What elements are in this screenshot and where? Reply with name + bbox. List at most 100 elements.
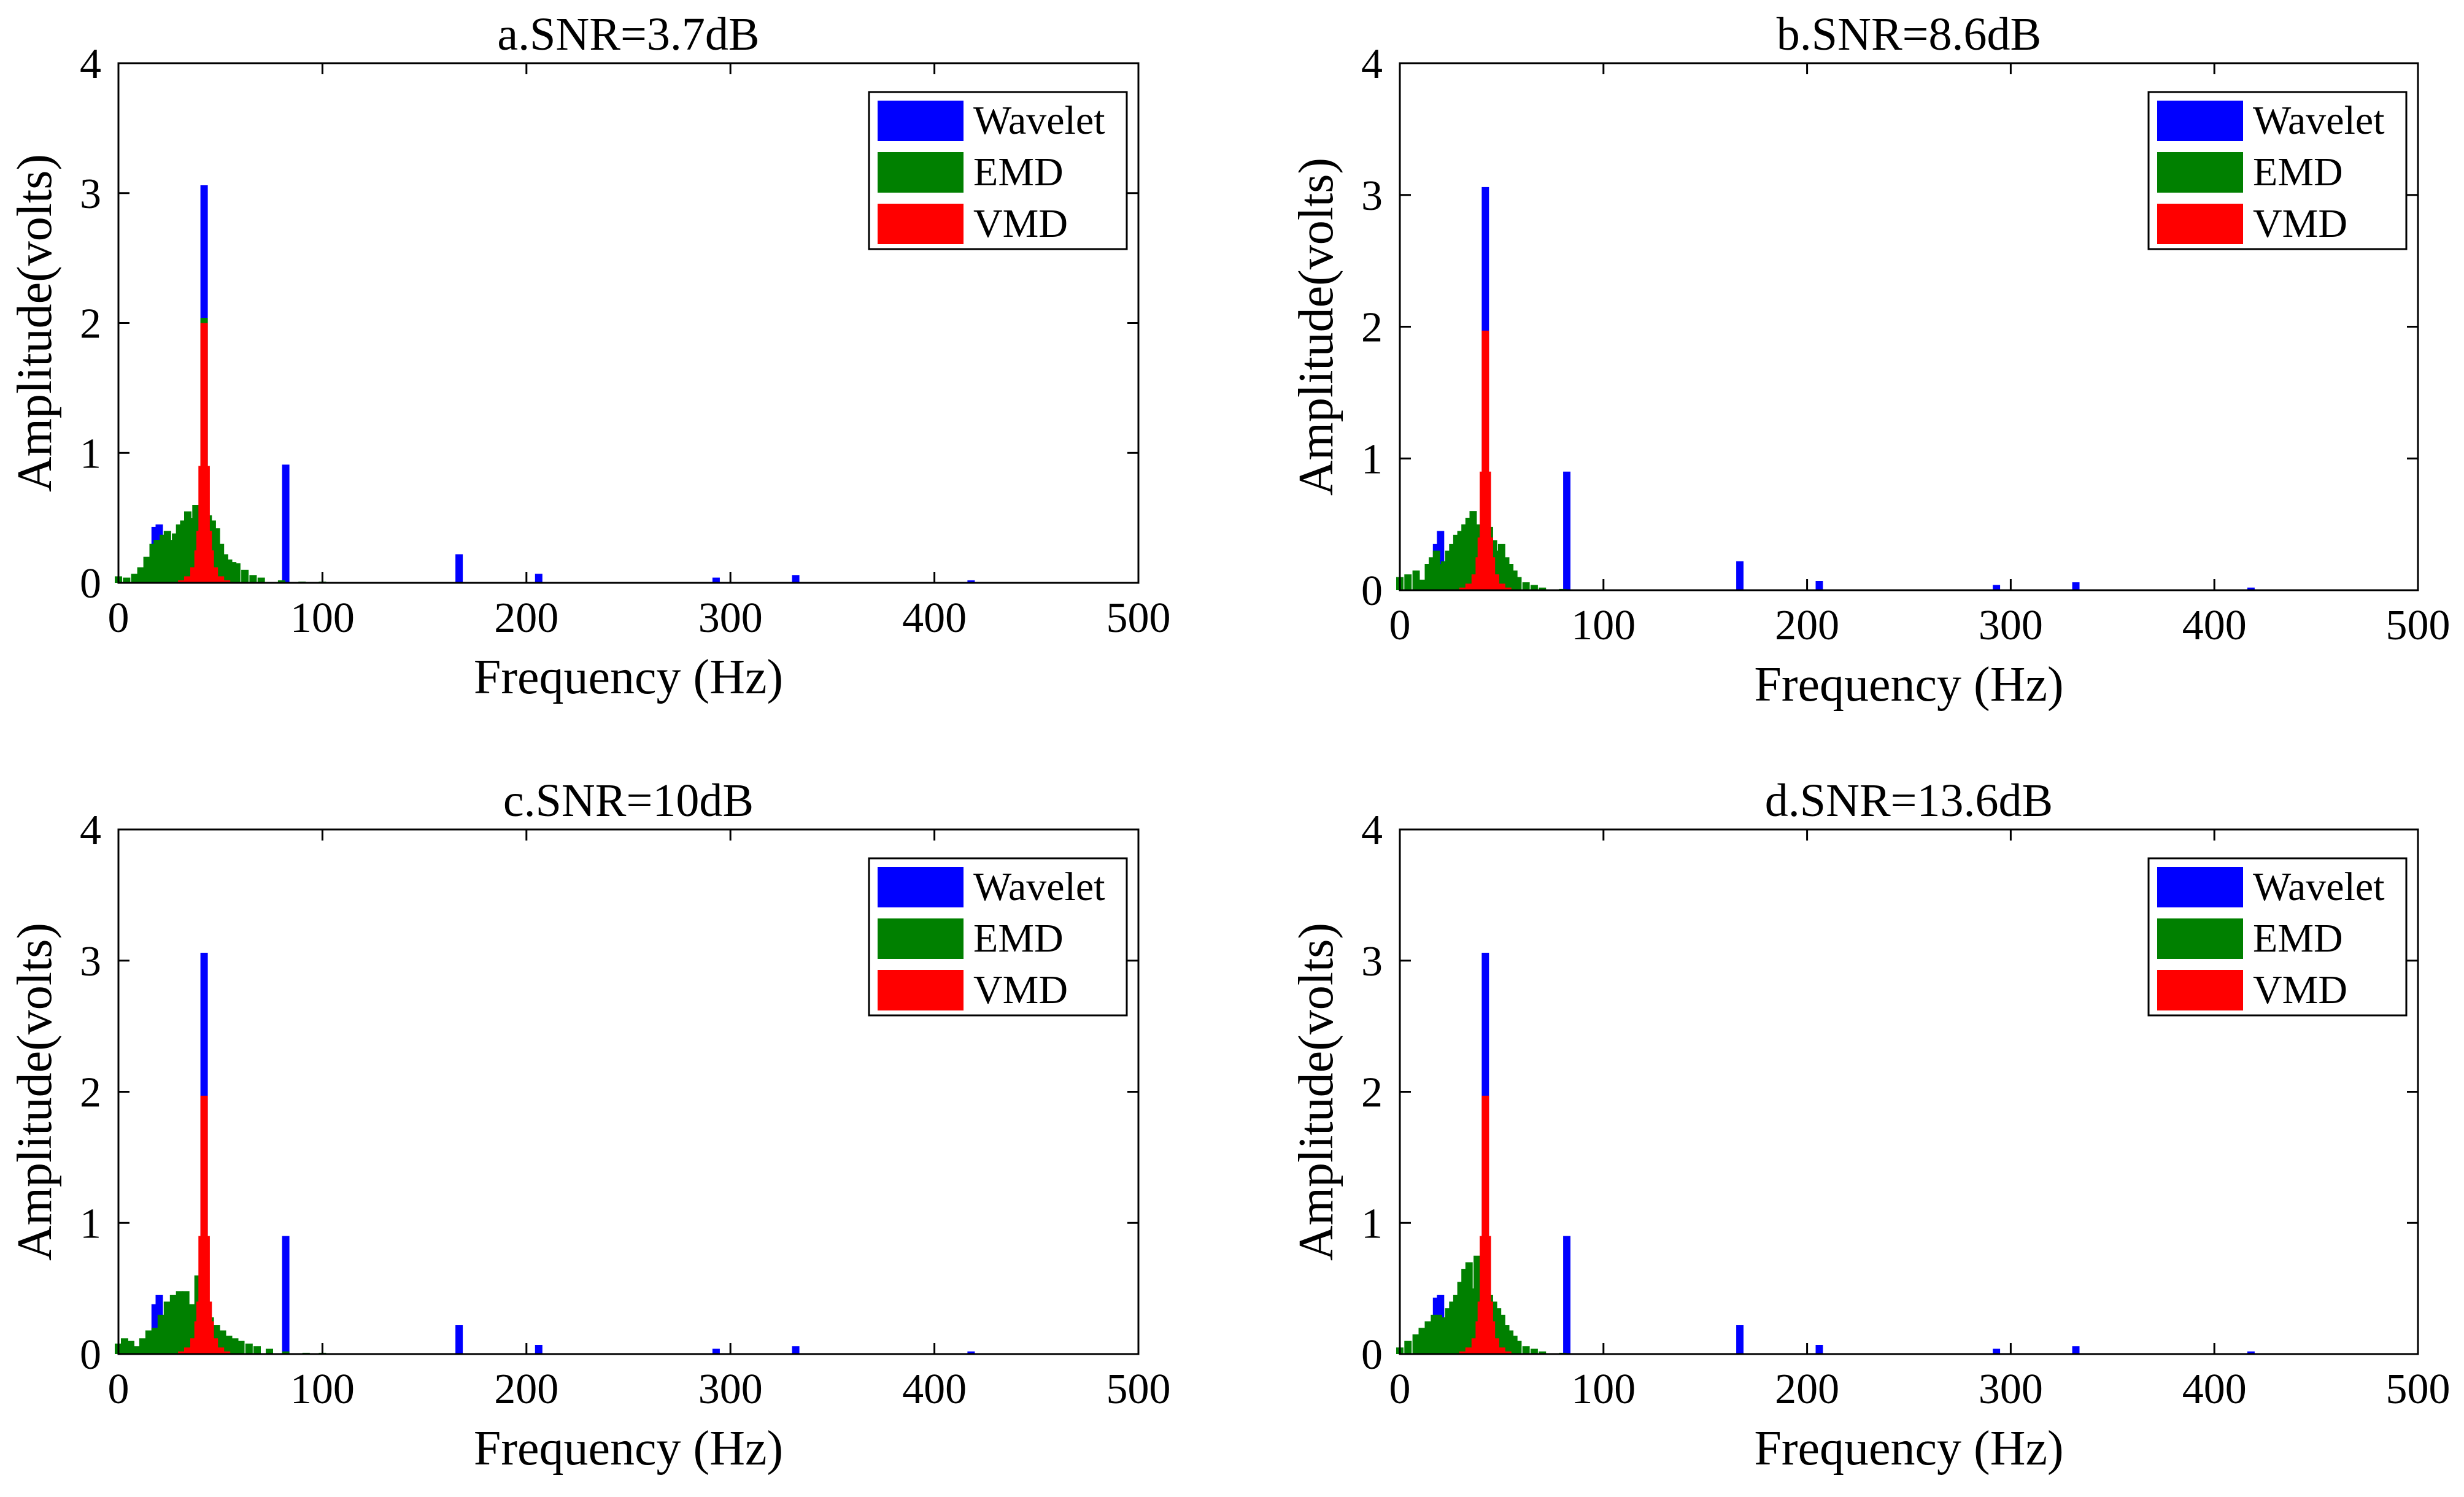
bar-emd	[245, 1343, 253, 1354]
bar-emd	[1445, 550, 1453, 590]
bar-wavelet	[1563, 1236, 1570, 1354]
x-tick-label: 0	[1389, 1366, 1411, 1413]
bar-emd	[237, 1341, 245, 1354]
bar-emd	[1469, 511, 1477, 590]
x-tick-label: 400	[902, 595, 967, 642]
bar-wavelet	[1815, 1345, 1823, 1354]
x-tick-label: 400	[902, 1366, 967, 1413]
bar-emd	[1457, 1282, 1465, 1354]
series-vmd	[1459, 1095, 1512, 1354]
bar-emd	[1449, 1301, 1457, 1354]
bar-wavelet	[1815, 581, 1823, 590]
bar-vmd	[1465, 1347, 1473, 1354]
bar-emd	[1424, 564, 1432, 590]
bar-emd	[127, 1341, 134, 1354]
bar-emd	[1404, 574, 1412, 590]
bar-vmd	[1492, 1338, 1499, 1354]
x-tick-label: 200	[1775, 1366, 1839, 1413]
bar-emd	[1531, 1349, 1538, 1354]
series-vmd	[178, 323, 231, 583]
bar-emd	[1465, 517, 1473, 590]
bar-vmd	[1471, 1338, 1479, 1354]
y-tick-label: 0	[80, 1331, 101, 1379]
bar-vmd	[1459, 587, 1467, 590]
x-tick-label: 400	[2182, 602, 2247, 649]
bar-emd	[1506, 1330, 1514, 1354]
x-tick-label: 500	[2386, 602, 2450, 649]
legend-swatch-vmd	[878, 204, 964, 244]
bar-vmd	[1488, 557, 1496, 590]
legend-swatch-wavelet	[878, 101, 964, 141]
bar-emd	[1497, 544, 1505, 590]
bar-vmd	[1465, 583, 1473, 590]
bar-emd	[169, 1295, 177, 1354]
bar-wavelet	[712, 577, 720, 583]
chart-title: c.SNR=10dB	[503, 775, 754, 826]
legend-label-wavelet: Wavelet	[973, 864, 1105, 909]
bar-wavelet	[792, 575, 800, 583]
bar-vmd	[210, 1338, 218, 1354]
bar-wavelet	[712, 1349, 720, 1354]
y-axis-label: Amplitude(volts)	[8, 154, 62, 492]
bar-emd	[231, 1338, 239, 1354]
chart-title: b.SNR=8.6dB	[1777, 9, 2041, 60]
bar-vmd	[178, 1351, 186, 1354]
legend-swatch-wavelet	[2157, 867, 2243, 907]
bar-wavelet	[1993, 1349, 2001, 1354]
bar-vmd	[1497, 583, 1505, 590]
bar-emd	[1502, 1325, 1510, 1354]
x-tick-label: 100	[1571, 1366, 1636, 1413]
bar-vmd	[1481, 1095, 1489, 1354]
x-tick-label: 200	[494, 595, 558, 642]
bar-wavelet	[1736, 1325, 1744, 1354]
bar-vmd	[1492, 574, 1499, 590]
bar-vmd	[223, 1351, 231, 1354]
bar-emd	[1441, 561, 1448, 590]
bar-emd	[176, 1291, 183, 1354]
bar-wavelet	[967, 1351, 975, 1354]
bar-vmd	[184, 1347, 191, 1354]
legend-swatch-vmd	[2157, 970, 2243, 1010]
chart-panel-1: 0 100 200 300 400 500 0 1 2 3 4 a.SNR=3.7dB Frequenc…	[8, 9, 1171, 704]
y-tick-label: 4	[80, 40, 101, 88]
x-tick-label: 0	[108, 1366, 129, 1413]
x-tick-label: 100	[290, 1366, 355, 1413]
bar-emd	[1539, 1351, 1547, 1354]
bar-vmd	[1483, 1236, 1491, 1354]
legend-swatch-emd	[878, 918, 964, 959]
x-tick-label: 400	[2182, 1366, 2247, 1413]
bar-emd	[182, 1291, 190, 1354]
bar-wavelet	[967, 580, 975, 583]
bar-emd	[145, 1330, 153, 1354]
bar-emd	[1461, 1269, 1469, 1354]
bar-emd	[1465, 1262, 1473, 1354]
bar-emd	[1418, 579, 1426, 590]
bar-emd	[1510, 1336, 1518, 1354]
bar-emd	[1432, 550, 1440, 590]
x-axis-label: Frequency (Hz)	[1754, 1422, 2063, 1476]
bar-emd	[1514, 577, 1522, 590]
y-tick-label: 1	[80, 1200, 101, 1247]
bar-emd	[1522, 1346, 1530, 1354]
legend-swatch-wavelet	[2157, 101, 2243, 141]
legend-label-vmd: VMD	[2253, 201, 2347, 246]
legend-swatch-vmd	[2157, 204, 2243, 244]
y-tick-label: 1	[1361, 436, 1383, 483]
bar-emd	[257, 577, 265, 583]
bar-wavelet	[282, 1236, 290, 1354]
x-tick-label: 0	[1389, 602, 1411, 649]
bar-vmd	[1504, 1351, 1512, 1354]
y-tick-label: 2	[1361, 304, 1383, 352]
bar-wavelet	[1563, 471, 1570, 590]
bar-emd	[1435, 1314, 1442, 1354]
bar-emd	[233, 563, 241, 583]
y-tick-label: 0	[1361, 568, 1383, 615]
legend-label-vmd: VMD	[2253, 968, 2347, 1012]
bar-emd	[1469, 1288, 1477, 1354]
x-axis-label: Frequency (Hz)	[1754, 658, 2063, 712]
bar-emd	[123, 577, 131, 583]
bar-emd	[1522, 582, 1530, 590]
bar-vmd	[1483, 471, 1491, 590]
bar-emd	[253, 1346, 261, 1354]
bar-wavelet	[282, 464, 290, 583]
